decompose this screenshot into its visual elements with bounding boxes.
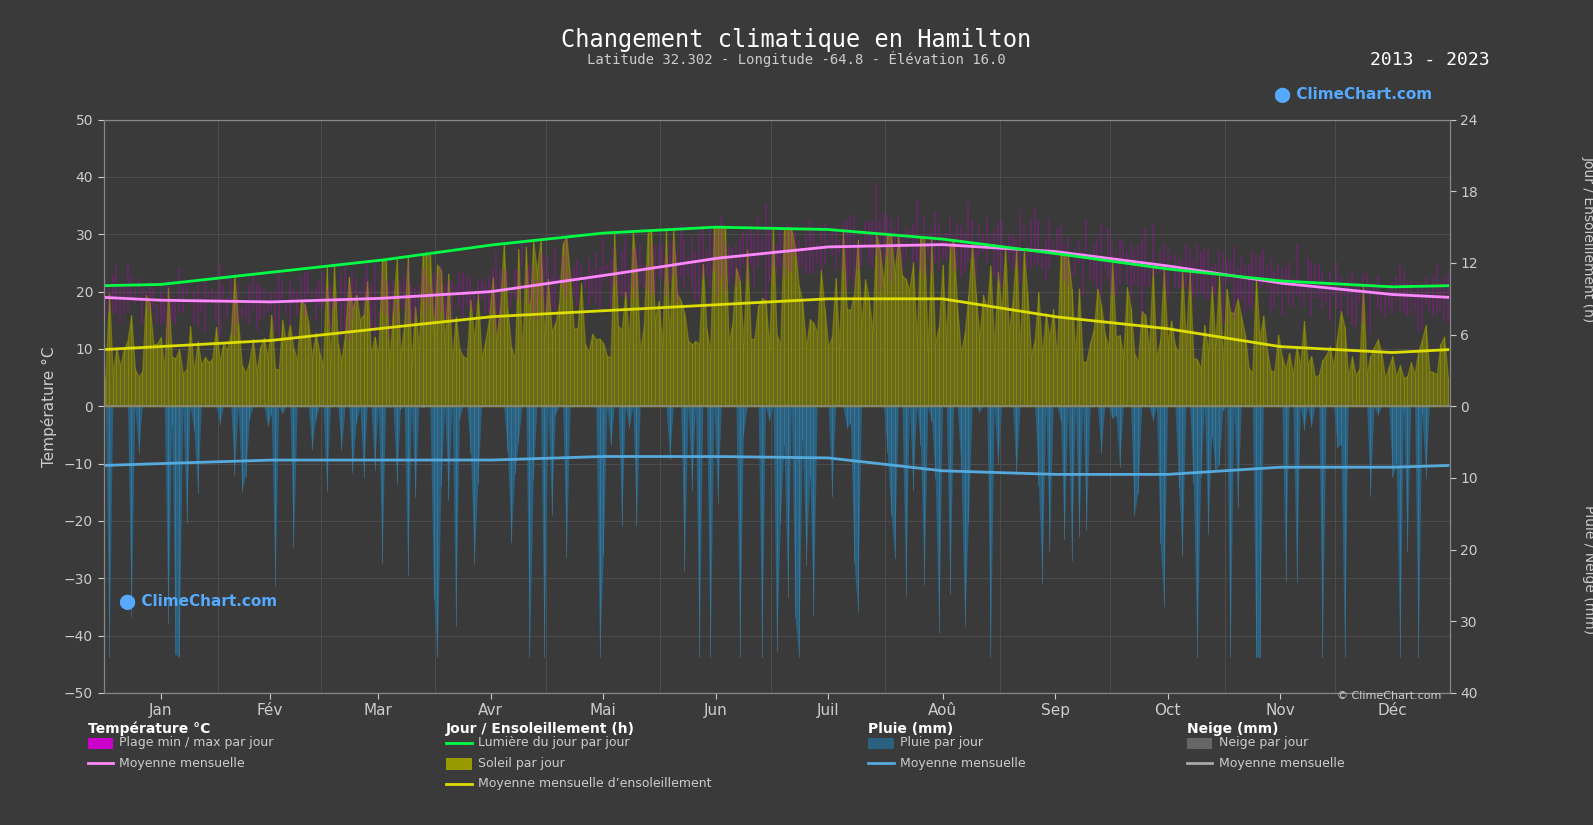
Text: Neige par jour: Neige par jour (1219, 736, 1308, 749)
Text: Neige (mm): Neige (mm) (1187, 722, 1278, 736)
Text: Jour / Ensoleillement (h): Jour / Ensoleillement (h) (446, 722, 636, 736)
Text: © ClimeChart.com: © ClimeChart.com (1337, 691, 1442, 701)
Text: 2013 - 2023: 2013 - 2023 (1370, 51, 1489, 69)
Text: Latitude 32.302 - Longitude -64.8 - Élévation 16.0: Latitude 32.302 - Longitude -64.8 - Élév… (588, 51, 1005, 67)
Text: Changement climatique en Hamilton: Changement climatique en Hamilton (561, 28, 1032, 52)
Text: Pluie (mm): Pluie (mm) (868, 722, 954, 736)
Text: Soleil par jour: Soleil par jour (478, 757, 564, 770)
Text: Lumière du jour par jour: Lumière du jour par jour (478, 736, 629, 749)
Text: Température °C: Température °C (88, 722, 210, 737)
Text: Moyenne mensuelle d’ensoleillement: Moyenne mensuelle d’ensoleillement (478, 777, 712, 790)
Y-axis label: Température °C: Température °C (41, 346, 57, 467)
Text: Moyenne mensuelle: Moyenne mensuelle (900, 757, 1026, 770)
Text: ⬤ ClimeChart.com: ⬤ ClimeChart.com (1274, 87, 1432, 102)
Text: Moyenne mensuelle: Moyenne mensuelle (1219, 757, 1344, 770)
Text: Pluie / Neige (mm): Pluie / Neige (mm) (1582, 505, 1593, 634)
Text: Pluie par jour: Pluie par jour (900, 736, 983, 749)
Text: ⬤ ClimeChart.com: ⬤ ClimeChart.com (119, 594, 277, 610)
Text: Plage min / max par jour: Plage min / max par jour (119, 736, 274, 749)
Text: Moyenne mensuelle: Moyenne mensuelle (119, 757, 245, 770)
Text: Jour / Ensoleillement (h): Jour / Ensoleillement (h) (1582, 156, 1593, 323)
